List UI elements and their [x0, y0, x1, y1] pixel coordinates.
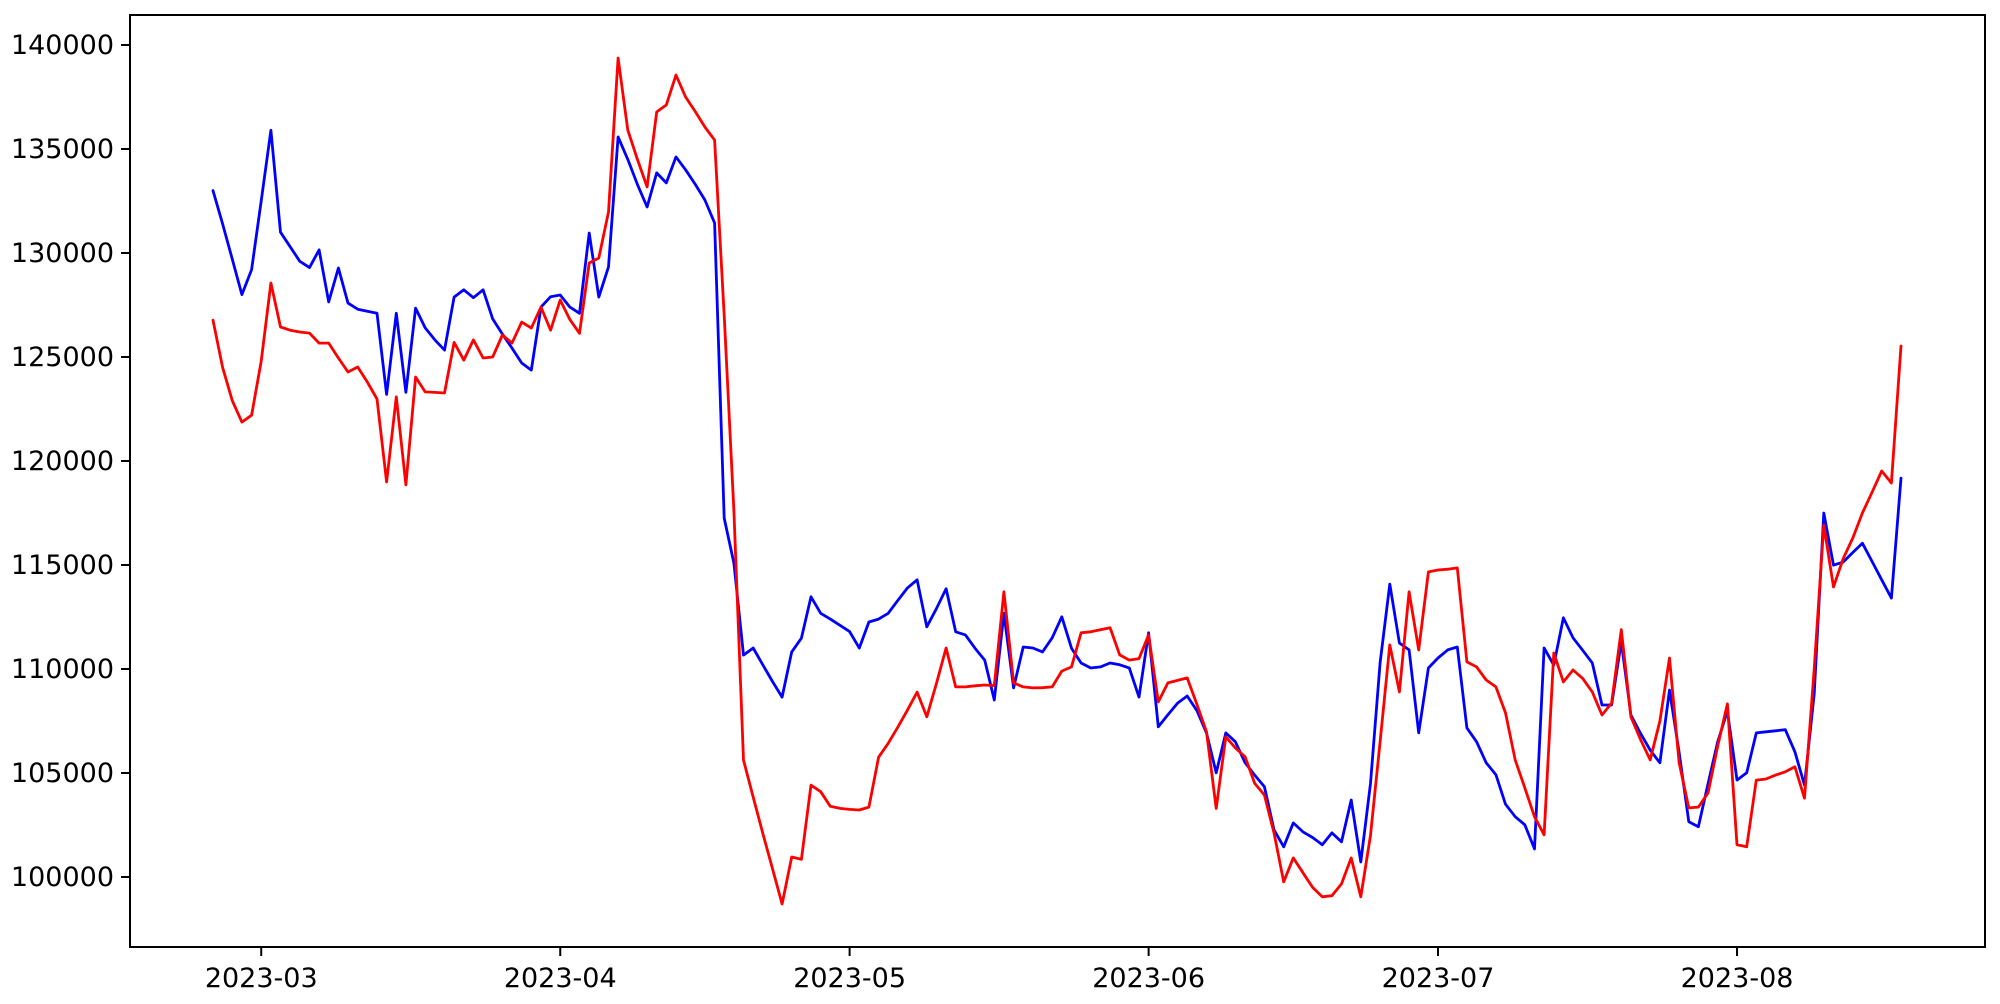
data-series-group — [211, 56, 1903, 906]
y-tick-label: 105000 — [11, 758, 114, 789]
y-tick-label: 125000 — [11, 342, 114, 373]
x-axis: 2023-03 2023-04 2023-05 2023-06 2023-07 2023-… — [205, 947, 1794, 994]
y-tick-label: 120000 — [11, 446, 114, 477]
x-tick-label: 2023-06 — [1092, 963, 1205, 994]
y-tick-label: 135000 — [11, 134, 114, 165]
y-tick-label: 140000 — [11, 30, 114, 61]
x-tick-label: 2023-03 — [205, 963, 318, 994]
x-tick-label: 2023-08 — [1681, 963, 1794, 994]
y-tick-label: 100000 — [11, 862, 114, 893]
y-tick-label: 115000 — [11, 550, 114, 581]
x-tick-label: 2023-07 — [1382, 963, 1495, 994]
series-red-line — [211, 56, 1903, 906]
y-tick-label: 110000 — [11, 654, 114, 685]
x-tick-label: 2023-04 — [504, 963, 617, 994]
y-tick-label: 130000 — [11, 238, 114, 269]
y-axis: 100000 105000 110000 115000 120000 125000 1300… — [11, 30, 130, 893]
x-tick-label: 2023-05 — [793, 963, 906, 994]
plot-area-border — [129, 14, 1986, 948]
